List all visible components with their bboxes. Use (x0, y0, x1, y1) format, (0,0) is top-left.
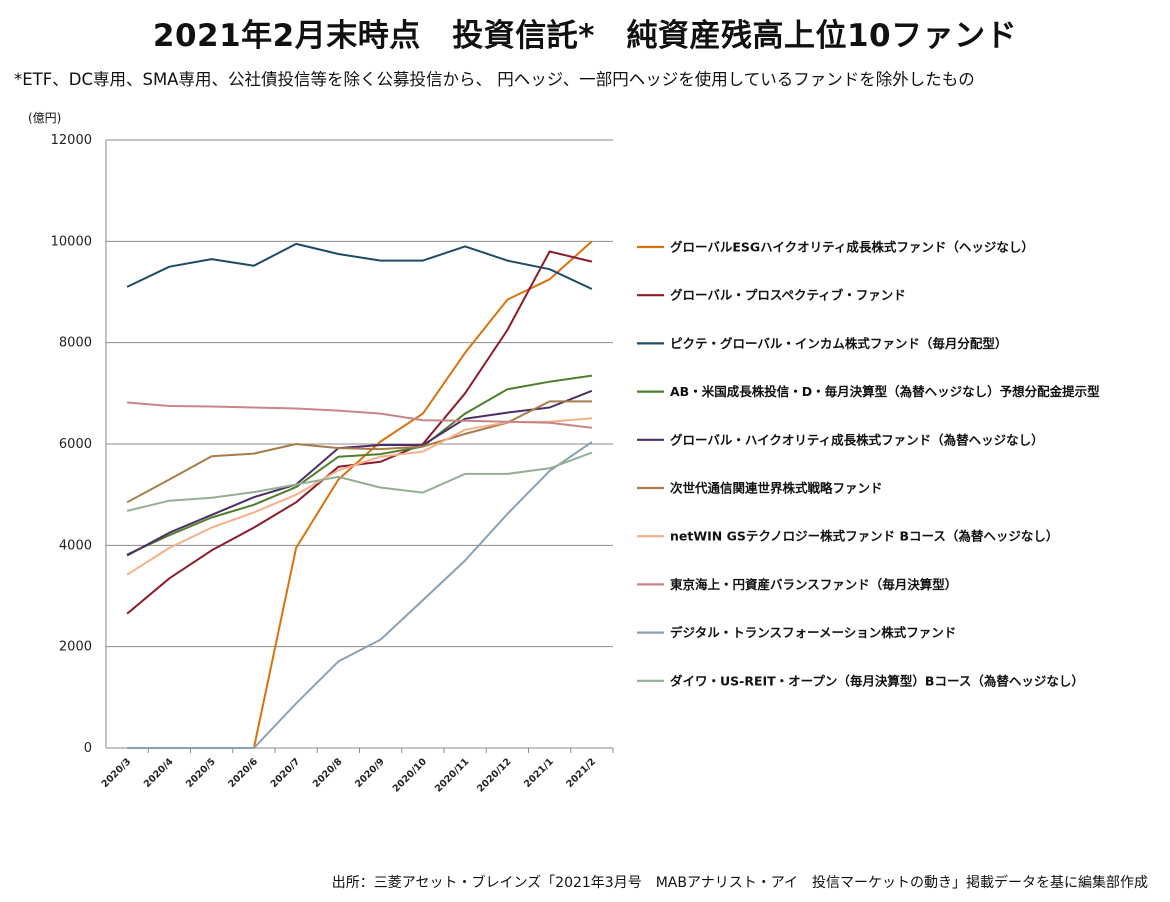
grid-lines (105, 139, 613, 749)
series-lines (126, 240, 593, 749)
legend-label: 次世代通信関連世界株式戦略ファンド (670, 481, 883, 496)
series-line-3 (126, 242, 593, 290)
series-line-10 (126, 451, 593, 512)
source-note: 出所：三菱アセット・ブレインズ「2021年3月号 MABアナリスト・アイ 投信マ… (331, 875, 1148, 891)
legend-label: 東京海上・円資産バランスファンド（毎月決算型） (670, 577, 957, 592)
y-tick-label: 4000 (59, 538, 92, 553)
legend-label: デジタル・トランスフォーメーション株式ファンド (670, 625, 956, 640)
legend-label: グローバル・プロスペクティブ・ファンド (670, 288, 906, 303)
x-tick-label: 2020/5 (184, 756, 218, 790)
x-tick-label: 2020/4 (142, 756, 176, 790)
y-tick-label: 8000 (59, 336, 92, 351)
series-line-6 (126, 400, 592, 504)
y-tick-label: 2000 (59, 640, 92, 655)
y-tick-label: 12000 (51, 133, 92, 148)
x-tick-label: 2020/9 (353, 756, 387, 790)
y-tick-label: 10000 (51, 234, 92, 249)
legend-label: グローバルESGハイクオリティ成長株式ファンド（ヘッジなし） (670, 240, 1034, 255)
legend-label: ダイワ・US-REIT・オープン（毎月決算型）Bコース（為替ヘッジなし） (670, 673, 1084, 688)
x-tick-label: 2020/11 (433, 756, 471, 794)
series-line-4 (126, 374, 593, 556)
legend-label: AB・米国成長株投信・D・毎月決算型（為替ヘッジなし）予想分配金提示型 (670, 384, 1100, 399)
x-tick-label: 2020/7 (269, 756, 303, 790)
chart-title: 2021年2月末時点 投資信託* 純資産残高上位10ファンド (152, 18, 1018, 54)
x-tick-label: 2020/12 (475, 756, 513, 794)
series-line-8 (127, 401, 593, 429)
x-tick-label: 2020/3 (100, 756, 134, 790)
series-line-2 (126, 250, 593, 615)
series-line-7 (126, 417, 592, 576)
x-tick-label: 2020/10 (391, 756, 430, 795)
legend-label: netWIN GSテクノロジー株式ファンド Bコース（為替ヘッジなし） (670, 529, 1058, 544)
legend-label: ピクテ・グローバル・インカム株式ファンド（毎月分配型） (670, 336, 1007, 351)
chart-subtitle: *ETF、DC専用、SMA専用、公社債投信等を除く公募投信から、 円ヘッジ、一部… (14, 70, 975, 89)
x-tick-label: 2021/1 (522, 756, 556, 790)
x-tick-label: 2020/8 (311, 756, 345, 790)
series-line-5 (126, 389, 593, 557)
y-tick-label: 6000 (59, 437, 92, 452)
x-axis-ticks: 2020/3 2020/4 2020/5 2020/6 2020/7 2020/8 2020… (100, 748, 614, 795)
x-tick-label: 2020/6 (226, 756, 260, 790)
legend-label: グローバル・ハイクオリティ成長株式ファンド（為替ヘッジなし） (670, 432, 1044, 447)
y-tick-label: 0 (84, 741, 92, 756)
legend: グローバルESGハイクオリティ成長株式ファンド（ヘッジなし） グローバル・プロスペ… (637, 240, 1100, 688)
series-line-9 (127, 441, 593, 749)
y-axis-ticks: 0 2000 4000 6000 8000 10000 12000 (51, 133, 92, 756)
series-line-1 (127, 240, 593, 749)
x-tick-label: 2021/2 (564, 756, 598, 790)
y-axis-unit-label: (億円) (28, 111, 61, 125)
